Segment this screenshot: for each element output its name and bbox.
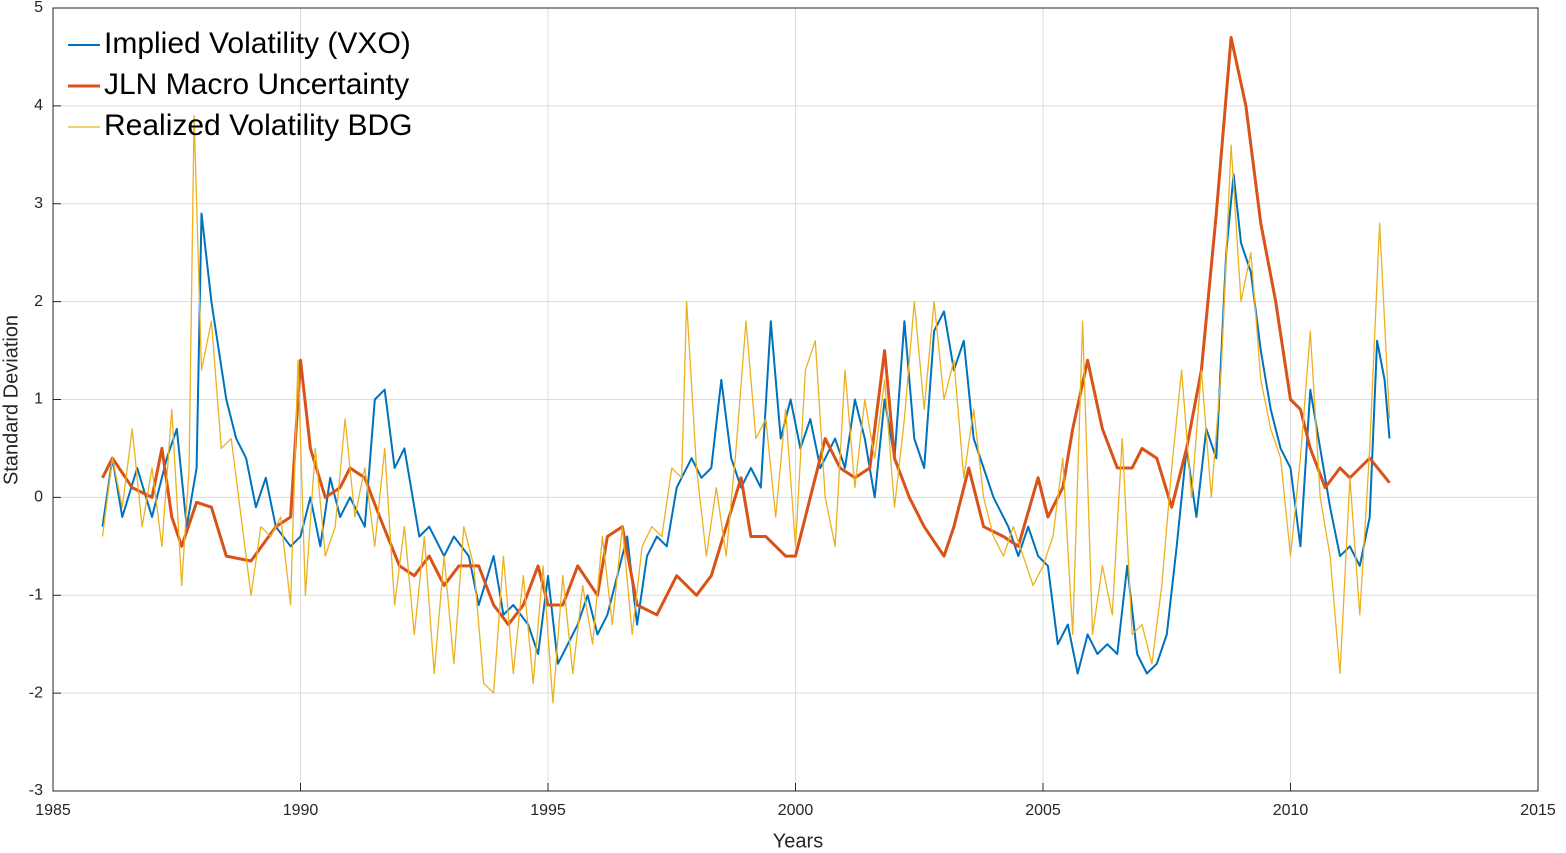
y-axis-label: Standard Deviation <box>0 315 22 485</box>
y-tick-label: 2 <box>34 293 43 310</box>
x-tick-label: 2005 <box>1025 802 1061 819</box>
x-tick-label: 1995 <box>530 802 566 819</box>
y-tick-label: -1 <box>29 586 43 603</box>
y-tick-label: 4 <box>34 97 43 114</box>
y-tick-label: 3 <box>34 195 43 212</box>
x-tick-label: 2015 <box>1520 802 1556 819</box>
legend-label: Implied Volatility (VXO) <box>104 27 411 60</box>
x-tick-label: 1990 <box>283 802 319 819</box>
x-axis-label: Years <box>773 830 823 852</box>
y-tick-label: 5 <box>34 0 43 16</box>
plot-frame <box>52 7 1539 792</box>
y-tick-label: 1 <box>34 391 43 408</box>
legend-label: JLN Macro Uncertainty <box>104 68 409 101</box>
y-tick-label: -3 <box>29 782 43 799</box>
legend-label: Realized Volatility BDG <box>104 109 412 142</box>
x-tick-label: 2010 <box>1273 802 1309 819</box>
x-tick-label: 1985 <box>35 802 71 819</box>
series-line <box>101 115 1391 704</box>
x-tick-label: 2000 <box>778 802 814 819</box>
y-tick-label: 0 <box>34 489 43 506</box>
series-line <box>101 173 1391 675</box>
legend: Implied Volatility (VXO) JLN Macro Uncert… <box>68 27 412 142</box>
y-tick-label: -2 <box>29 684 43 701</box>
